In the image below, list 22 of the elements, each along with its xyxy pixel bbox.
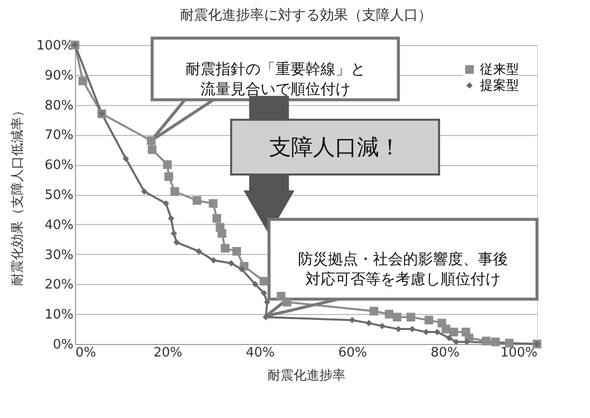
- y-tick-label: 20%: [44, 278, 74, 293]
- x-tick-label: 80%: [430, 346, 460, 360]
- y-tick-label: 80%: [44, 98, 74, 114]
- legend-label: 提案型: [480, 78, 519, 94]
- x-tick-label: 60%: [338, 346, 368, 360]
- legend-label: 従来型: [480, 62, 519, 78]
- y-tick-label: 90%: [44, 68, 74, 84]
- y-tick-label: 40%: [44, 218, 74, 233]
- x-tick-label: 40%: [246, 346, 275, 360]
- chart-title: 耐震化進捗率に対する効果（支障人口）: [180, 8, 432, 24]
- y-tick-label: 60%: [44, 158, 74, 174]
- x-tick-label: 100%: [500, 346, 538, 360]
- annotation: 支障人口減！: [269, 135, 402, 160]
- y-tick-label: 70%: [44, 128, 74, 144]
- y-tick-label: 10%: [44, 308, 74, 323]
- y-tick-label: 100%: [36, 38, 74, 54]
- x-axis-title: 耐震化進捗率: [268, 368, 346, 384]
- x-tick-label: 20%: [153, 346, 182, 360]
- y-tick-label: 50%: [44, 188, 74, 203]
- y-tick-label: 30%: [44, 248, 74, 263]
- y-axis-title: 耐震化効果（支障人口低減率）: [9, 104, 26, 286]
- x-tick-label: 0%: [76, 346, 96, 360]
